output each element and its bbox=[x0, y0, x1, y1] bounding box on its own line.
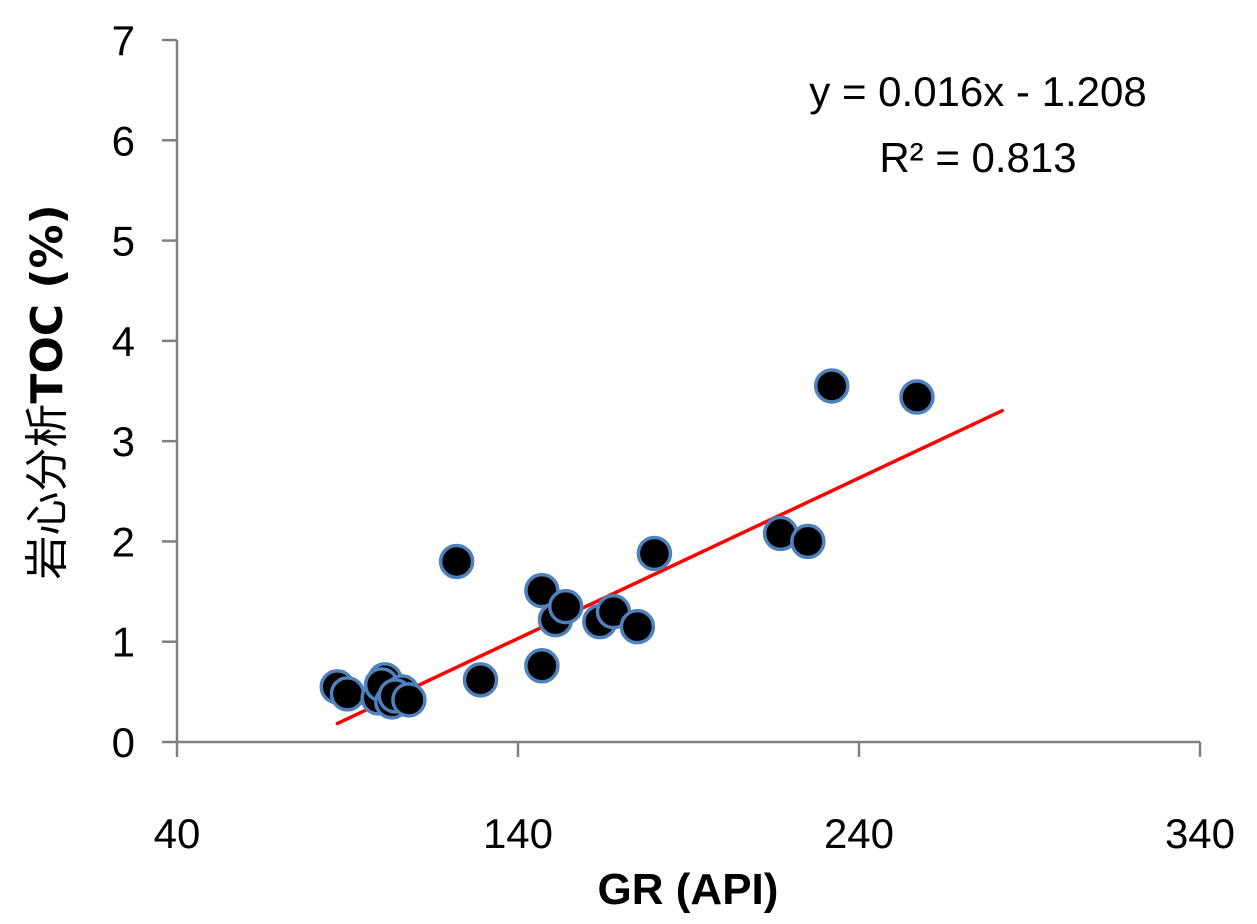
data-point bbox=[462, 662, 499, 698]
trendline-r-squared: R² = 0.813 bbox=[879, 134, 1076, 181]
trendline-equation: y = 0.016x - 1.208 bbox=[809, 68, 1146, 115]
y-tick-label: 5 bbox=[112, 218, 135, 265]
axis-ticks bbox=[162, 38, 1202, 757]
y-tick-label: 4 bbox=[112, 318, 135, 365]
y-tick-label: 7 bbox=[112, 17, 135, 64]
x-tick-label: 340 bbox=[1165, 810, 1235, 857]
data-point bbox=[391, 682, 427, 718]
y-tick-label: 3 bbox=[112, 418, 135, 465]
y-tick-label: 1 bbox=[112, 619, 135, 666]
data-point bbox=[813, 368, 850, 404]
data-point bbox=[524, 648, 560, 684]
x-tick-label: 40 bbox=[154, 810, 201, 857]
data-point bbox=[329, 676, 366, 712]
x-axis-title: GR (API) bbox=[598, 865, 779, 914]
trendline-group bbox=[335, 408, 1004, 726]
y-axis-title: 岩心分析TOC (%) bbox=[22, 204, 73, 579]
data-point bbox=[636, 535, 673, 572]
y-axis-title-bold: TOC (%) bbox=[22, 204, 73, 403]
data-point bbox=[619, 608, 656, 645]
y-axis-title-prefix: 岩心分析 bbox=[22, 404, 73, 580]
tick-labels: 0 1 2 3 4 5 6 7 40 140 240 340 bbox=[112, 17, 1235, 857]
y-tick-label: 6 bbox=[112, 117, 135, 164]
y-tick-label: 2 bbox=[112, 518, 135, 565]
data-point bbox=[524, 572, 560, 609]
axes bbox=[175, 40, 1200, 744]
trendline bbox=[335, 408, 1004, 726]
data-point bbox=[790, 523, 826, 560]
scatter-points bbox=[319, 368, 935, 720]
y-tick-label: 0 bbox=[112, 719, 135, 766]
x-tick-label: 240 bbox=[824, 810, 894, 857]
x-tick-label: 140 bbox=[483, 810, 553, 857]
data-point bbox=[547, 588, 584, 625]
data-point bbox=[438, 543, 475, 580]
data-point bbox=[899, 379, 935, 415]
